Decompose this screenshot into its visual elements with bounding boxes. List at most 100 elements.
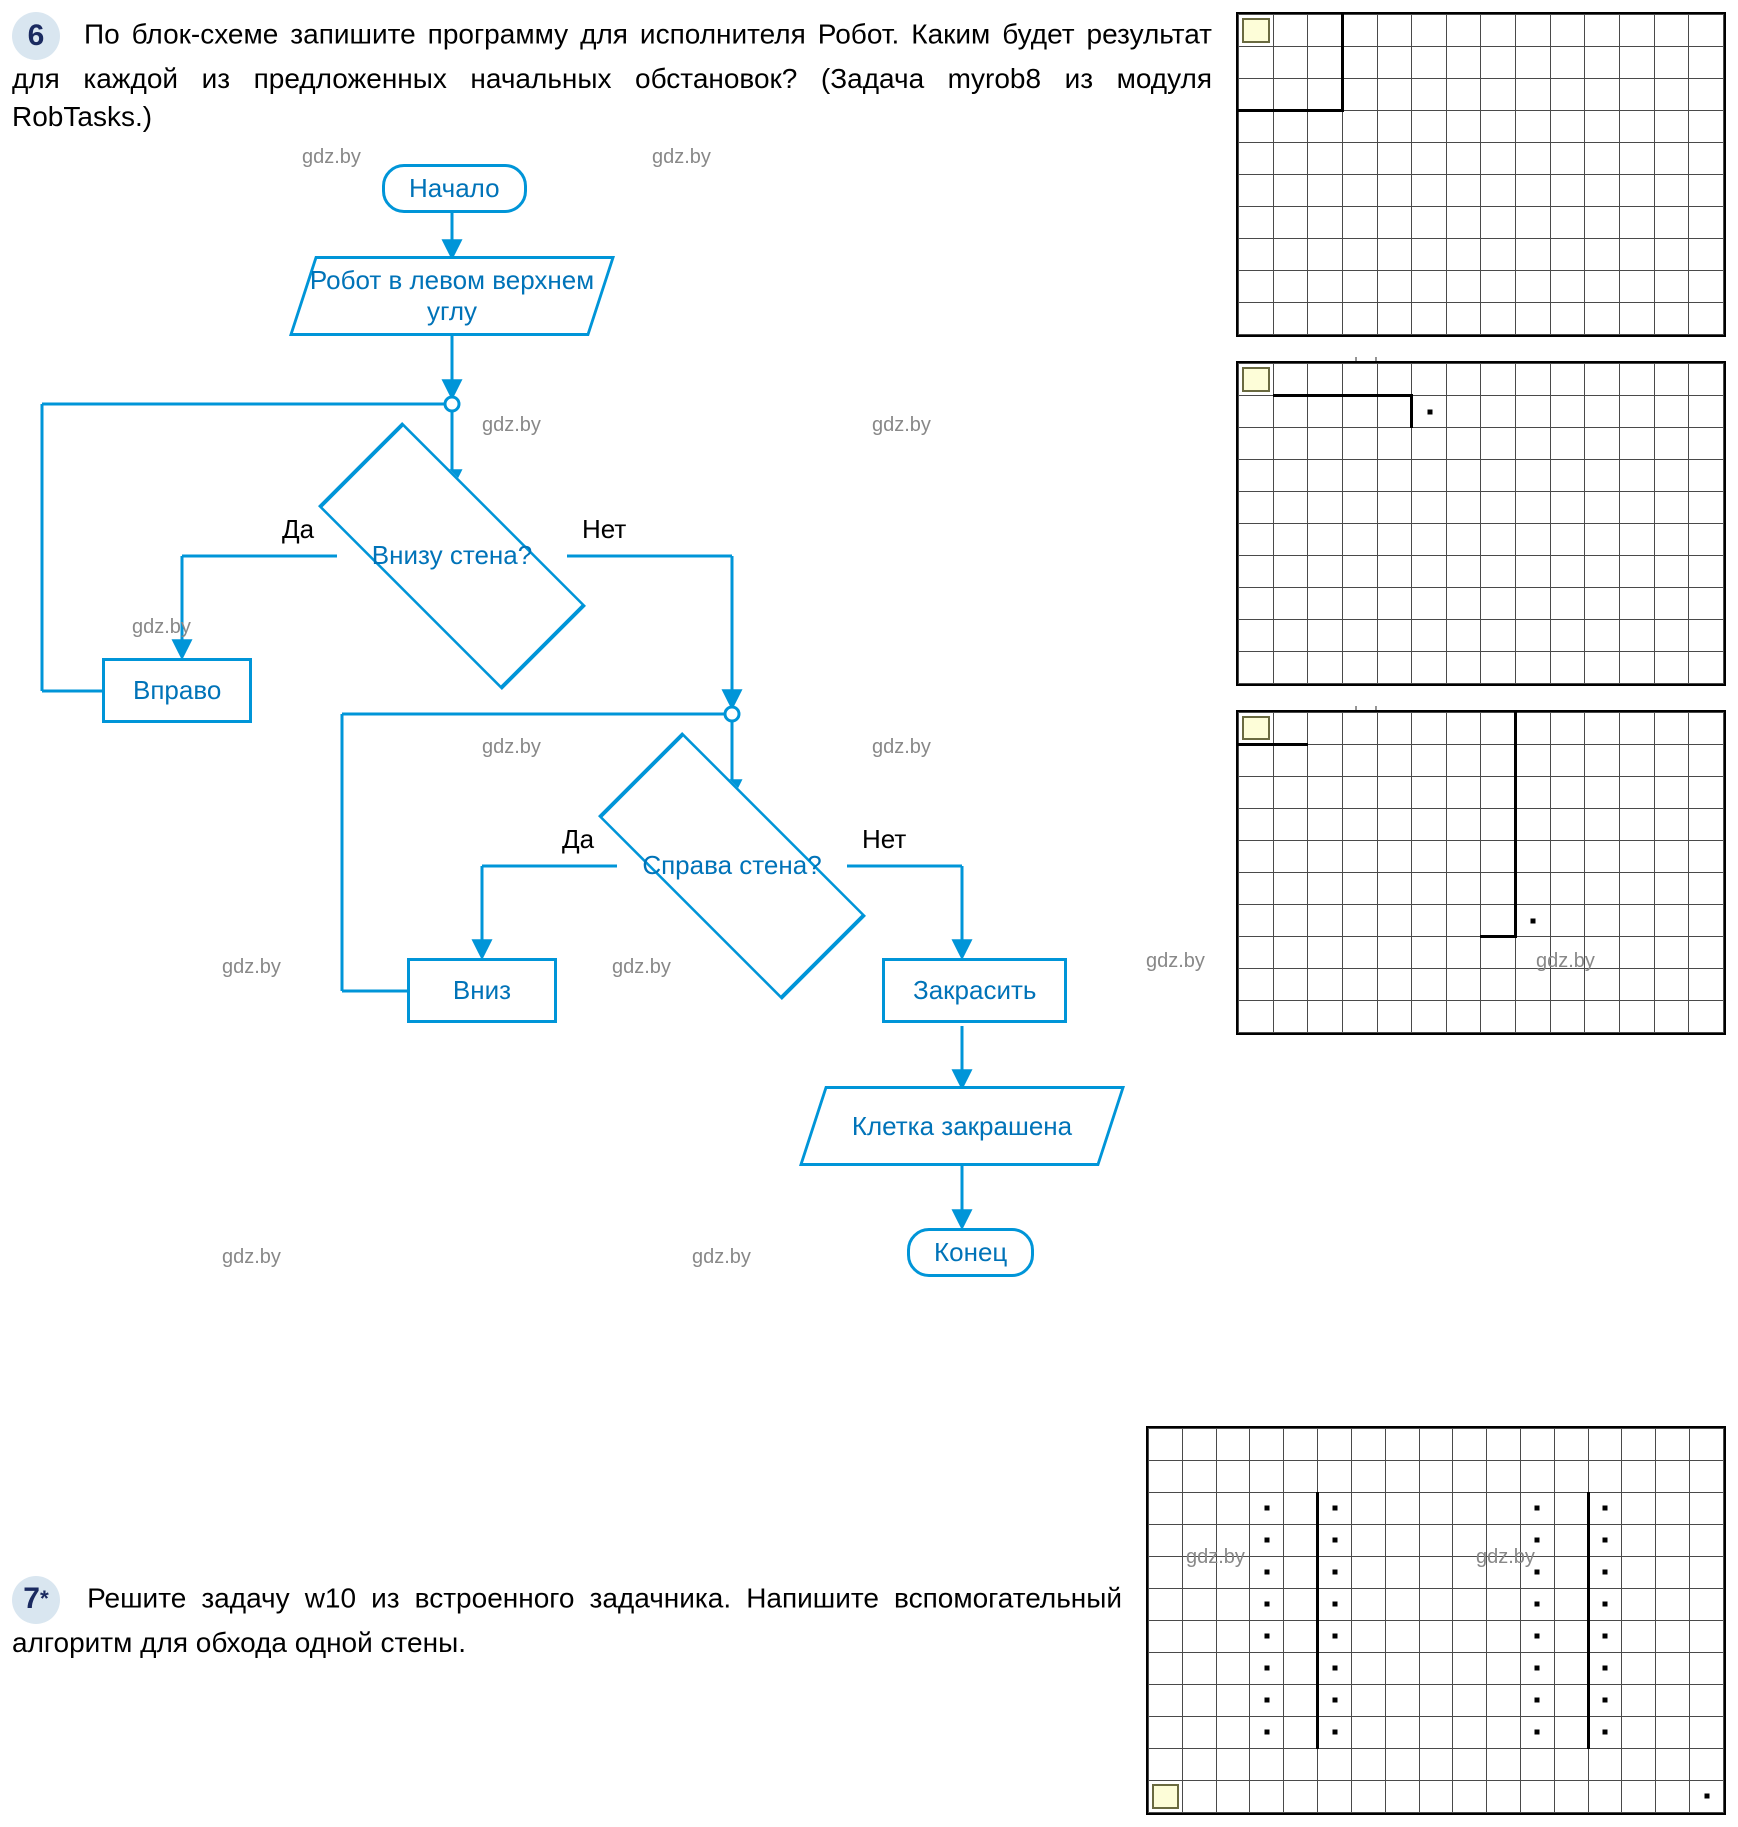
grid-cell [1622,1684,1656,1716]
grid-cell [1273,303,1308,335]
grid-cell [1273,556,1308,588]
grid-cell [1342,524,1377,556]
grid-cell [1351,1652,1385,1684]
grid-cell [1481,175,1516,207]
grid-cell [1585,428,1620,460]
grid-cell [1585,15,1620,47]
task7-star: * [40,1584,49,1614]
grid-cell [1554,1556,1588,1588]
grid-cell [1273,364,1308,396]
grid-cell [1239,524,1274,556]
grid-cell [1656,1492,1690,1524]
grid-cell [1689,15,1724,47]
grid-cell [1620,969,1655,1001]
grid-cell [1654,588,1689,620]
grid-cell [1273,777,1308,809]
grid-cell [1585,1001,1620,1033]
grid-cell [1342,1001,1377,1033]
grid-cell [1239,809,1274,841]
flow-start: Начало [382,164,527,213]
grid-cell [1239,47,1274,79]
grid-cell [1620,652,1655,684]
grid-cell [1342,652,1377,684]
grid-cell [1284,1524,1318,1556]
grid-cell [1342,175,1377,207]
task7-text: Решите задачу w10 из встроенного задачни… [12,1582,1122,1658]
grid-cell [1273,111,1308,143]
grid-cell [1342,111,1377,143]
grid-cell [1622,1524,1656,1556]
grid-cell [1520,1652,1554,1684]
grid-cell [1412,777,1447,809]
grid-cell [1412,79,1447,111]
grid-cell [1620,364,1655,396]
grid-cell [1585,905,1620,937]
grid-cell [1689,303,1724,335]
grid-cell [1412,1001,1447,1033]
flow-io-bottom: Клетка закрашена [812,1086,1112,1166]
grid-cell [1654,271,1689,303]
grid-cell [1446,905,1481,937]
grid-cell [1239,713,1274,745]
grid-cell [1149,1588,1183,1620]
grid-cell [1182,1620,1216,1652]
grid-cell [1149,1748,1183,1780]
grid-cell [1520,1748,1554,1780]
grid-cell [1656,1748,1690,1780]
grid-cell [1377,524,1412,556]
grid-cell [1377,809,1412,841]
grid-cell [1481,47,1516,79]
grid-cell [1216,1428,1250,1460]
grid-cell [1585,652,1620,684]
grid-cell [1453,1748,1487,1780]
task7-number: 7 [23,1579,40,1620]
grid-cell [1342,364,1377,396]
grid-cell [1656,1588,1690,1620]
grid-cell [1446,809,1481,841]
flow-proc-paint: Закрасить [882,958,1067,1023]
grid-cell [1516,239,1551,271]
grid-cell [1412,492,1447,524]
flow-end: Конец [907,1228,1034,1277]
grid-cell [1377,428,1412,460]
grid-cell [1453,1460,1487,1492]
grid-cell [1620,937,1655,969]
grid-cell [1487,1556,1521,1588]
grid-cell [1620,303,1655,335]
grid-cell [1550,620,1585,652]
grid-cell [1689,809,1724,841]
grid-cell [1585,239,1620,271]
grid-cell [1216,1492,1250,1524]
grid-cell [1342,396,1377,428]
grid-cell [1342,15,1377,47]
grid-cell [1689,588,1724,620]
task6-badge: 6 [12,12,60,60]
grid-cell [1690,1716,1724,1748]
grid-cell [1622,1620,1656,1652]
grid-cell [1689,271,1724,303]
grid-cell [1250,1492,1284,1524]
grid-cell [1182,1492,1216,1524]
grid-cell [1550,15,1585,47]
grid-cell [1620,745,1655,777]
grid-cell [1318,1652,1352,1684]
grid-cell [1385,1684,1419,1716]
grid-cell [1585,460,1620,492]
grid-cell [1588,1748,1622,1780]
grid-cell [1308,652,1343,684]
grid-cell [1690,1652,1724,1684]
grid-cell [1446,175,1481,207]
grid-cell [1273,1001,1308,1033]
grid-cell [1620,620,1655,652]
left-column: 6 По блок-схеме запишите программу для и… [12,12,1212,1406]
grid-cell [1419,1588,1453,1620]
grid-cell [1516,460,1551,492]
grid-cell [1284,1588,1318,1620]
grid-cell [1689,239,1724,271]
grid-cell [1308,15,1343,47]
grid-cell [1446,873,1481,905]
grid-cell [1550,143,1585,175]
grid-cell [1550,588,1585,620]
grid-cell [1412,969,1447,1001]
grid-cell [1554,1460,1588,1492]
